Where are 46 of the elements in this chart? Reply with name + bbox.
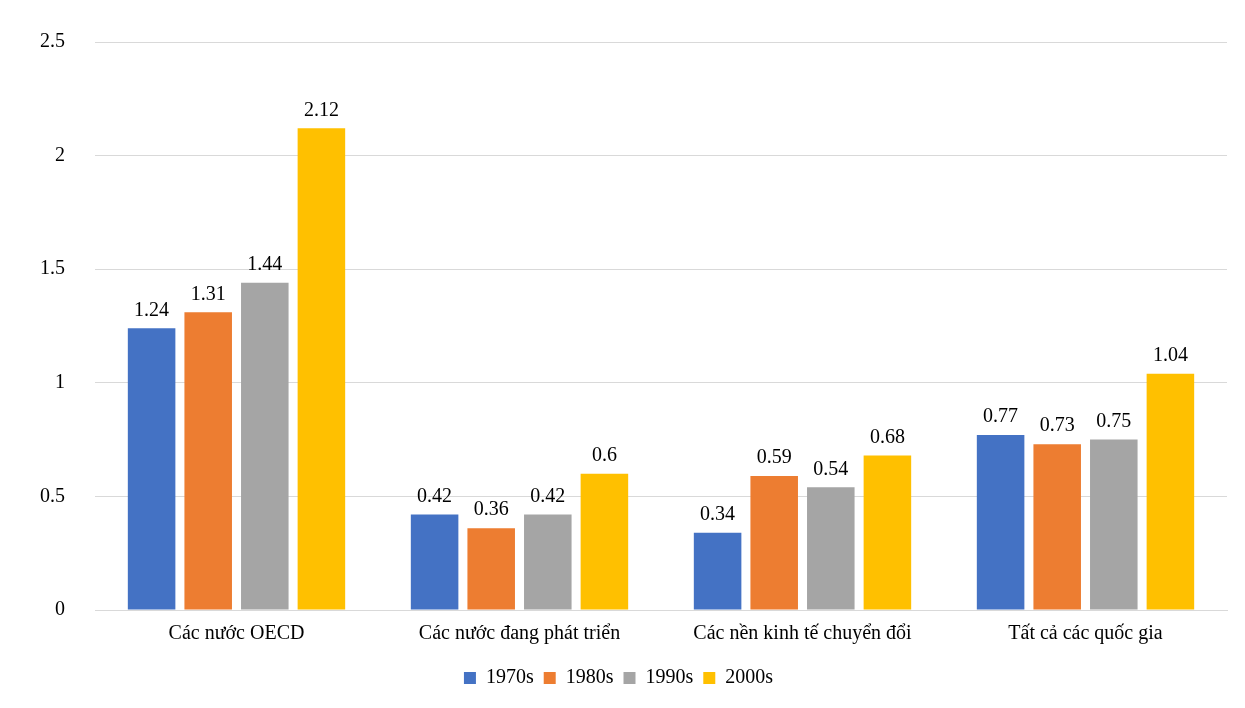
data-label: 0.73	[1039, 413, 1075, 436]
data-label: 0.6	[591, 442, 617, 465]
x-tick-label: Các nền kinh tế chuyển đổi	[693, 621, 913, 645]
bar	[1146, 373, 1195, 610]
data-label: 0.34	[700, 502, 736, 524]
data-label: 0.75	[1096, 408, 1132, 431]
bar	[863, 455, 912, 610]
x-tick-label: Các nước đang phát triển	[418, 621, 621, 645]
data-label: 2.12	[303, 97, 339, 120]
data-label: 0.68	[869, 424, 905, 447]
data-label: 1.04	[1152, 342, 1188, 365]
data-label: 0.77	[983, 404, 1019, 427]
bar	[467, 528, 515, 610]
legend-label: 2000s	[725, 665, 774, 688]
data-label: 0.54	[813, 456, 849, 479]
data-label: 0.36	[473, 497, 509, 520]
bar	[580, 473, 629, 610]
data-label: 0.42	[530, 483, 566, 506]
x-tick-label: Tất cả các quốc gia	[1008, 621, 1163, 645]
y-tick-label: 2.5	[40, 29, 65, 52]
bar	[1090, 439, 1138, 610]
bar	[1033, 444, 1081, 610]
y-tick-label: 0	[55, 597, 65, 620]
data-label: 0.59	[756, 445, 792, 468]
bar	[127, 328, 176, 610]
y-tick-label: 1.5	[40, 256, 65, 279]
y-tick-label: 2	[55, 142, 65, 165]
bar	[297, 128, 346, 610]
bar	[750, 475, 798, 610]
bar	[241, 282, 289, 610]
y-tick-label: 0.5	[40, 483, 65, 506]
data-label: 0.42	[417, 483, 453, 506]
data-label: 1.24	[134, 297, 170, 320]
legend-label: 1980s	[565, 665, 614, 688]
bar	[807, 487, 855, 610]
legend-label: 1990s	[645, 665, 694, 688]
bar	[184, 312, 232, 610]
bar	[976, 435, 1025, 610]
bar	[410, 514, 459, 610]
bar	[693, 532, 742, 610]
data-label: 1.44	[247, 252, 283, 275]
legend-label: 1970s	[485, 665, 534, 688]
y-tick-label: 1	[55, 370, 65, 393]
bar	[524, 514, 572, 610]
data-label: 1.31	[190, 281, 226, 304]
x-tick-label: Các nước OECD	[168, 621, 305, 644]
